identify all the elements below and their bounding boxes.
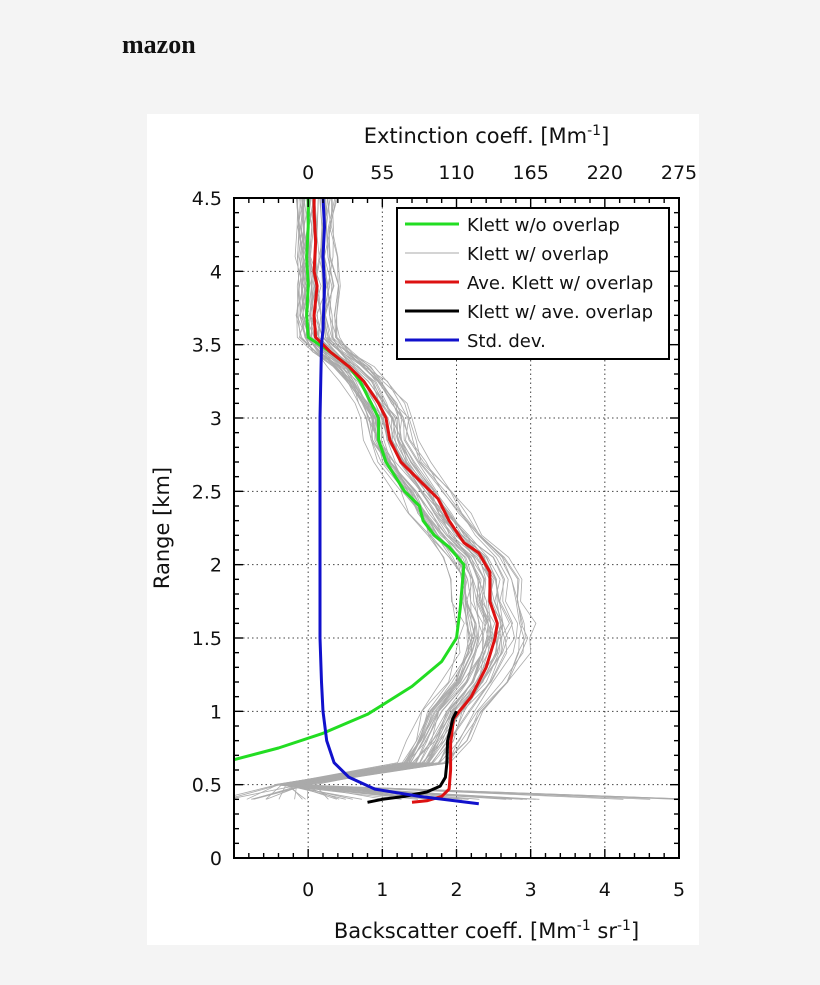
series-line-klett-w-o-overlap xyxy=(234,198,466,762)
chart-figure: 0 0 1 55 2 110 3 165 4 220 5 275 0 0.5 1 1.5 2 2.5 3 3.5 4 4.… xyxy=(147,114,699,945)
legend: Klett w/o overlap Klett w/ overlap Ave. Kl… xyxy=(396,207,670,360)
backscatter-range-chart: 0 0 1 55 2 110 3 165 4 220 5 275 0 0.5 1 1.5 2 2.5 3 3.5 4 4.… xyxy=(150,123,697,943)
legend-label: Klett w/ ave. overlap xyxy=(467,302,653,323)
legend-label: Std. dev. xyxy=(467,331,546,352)
ensemble-profile-line xyxy=(307,198,523,800)
y-axis-label: Range [km] xyxy=(150,467,174,589)
tick-marks: 0 0 1 55 2 110 3 165 4 220 5 275 0 0.5 1 1.5 2 2.5 3 3.5 4 4.… xyxy=(192,162,697,901)
y-tick-label: 0 xyxy=(210,848,222,870)
page-title: mazon xyxy=(122,30,196,59)
x-tick-label-top: 275 xyxy=(661,162,697,184)
ensemble-profile-line xyxy=(246,198,484,800)
x-tick-label-top: 0 xyxy=(302,162,314,184)
x-tick-label-top: 165 xyxy=(513,162,549,184)
x-tick-label-top: 110 xyxy=(438,162,474,184)
x-tick-label-bottom: 4 xyxy=(599,879,611,901)
x-tick-label-bottom: 5 xyxy=(673,879,685,901)
ensemble-profile-line xyxy=(280,198,540,800)
ensemble-profile-line xyxy=(304,198,519,800)
x-tick-label-top: 55 xyxy=(370,162,394,184)
ensemble-profile-line xyxy=(275,198,536,800)
y-tick-label: 4 xyxy=(210,261,222,283)
y-tick-label: 3.5 xyxy=(192,335,222,357)
y-tick-label: 1.5 xyxy=(192,628,222,650)
x-tick-label-bottom: 1 xyxy=(376,879,388,901)
x-tick-label-top: 220 xyxy=(587,162,623,184)
x-axis-bottom-label: Backscatter coeff. [Mm-1 sr-1] xyxy=(334,918,639,943)
x-tick-label-bottom: 0 xyxy=(302,879,314,901)
y-tick-label: 2.5 xyxy=(192,481,222,503)
series-line-ave-klett-w-overlap xyxy=(312,198,499,804)
legend-label: Ave. Klett w/ overlap xyxy=(467,273,653,294)
ensemble-profile-line xyxy=(234,198,516,799)
series-lines xyxy=(234,198,499,806)
y-tick-label: 3 xyxy=(210,408,222,430)
ensemble-profile-line xyxy=(251,198,537,800)
legend-label: Klett w/o overlap xyxy=(467,215,620,236)
y-tick-label: 4.5 xyxy=(192,188,222,210)
ensemble-profile-line xyxy=(304,198,525,800)
y-tick-label: 2 xyxy=(210,555,222,577)
y-tick-label: 0.5 xyxy=(192,775,222,797)
x-tick-label-bottom: 3 xyxy=(525,879,537,901)
series-line-std-dev xyxy=(318,198,479,806)
series-line-klett-w-ave-overlap xyxy=(367,710,458,804)
ensemble-profile-line xyxy=(299,198,491,800)
ensemble-profile-line xyxy=(299,198,526,800)
ensemble-profile-line xyxy=(280,198,513,800)
ensemble-profile-line xyxy=(253,198,504,800)
y-tick-label: 1 xyxy=(210,701,222,723)
x-tick-label-bottom: 2 xyxy=(450,879,462,901)
legend-label: Klett w/ overlap xyxy=(467,244,609,265)
x-axis-top-label: Extinction coeff. [Mm-1] xyxy=(364,123,610,148)
ensemble-profile-line xyxy=(285,198,470,800)
